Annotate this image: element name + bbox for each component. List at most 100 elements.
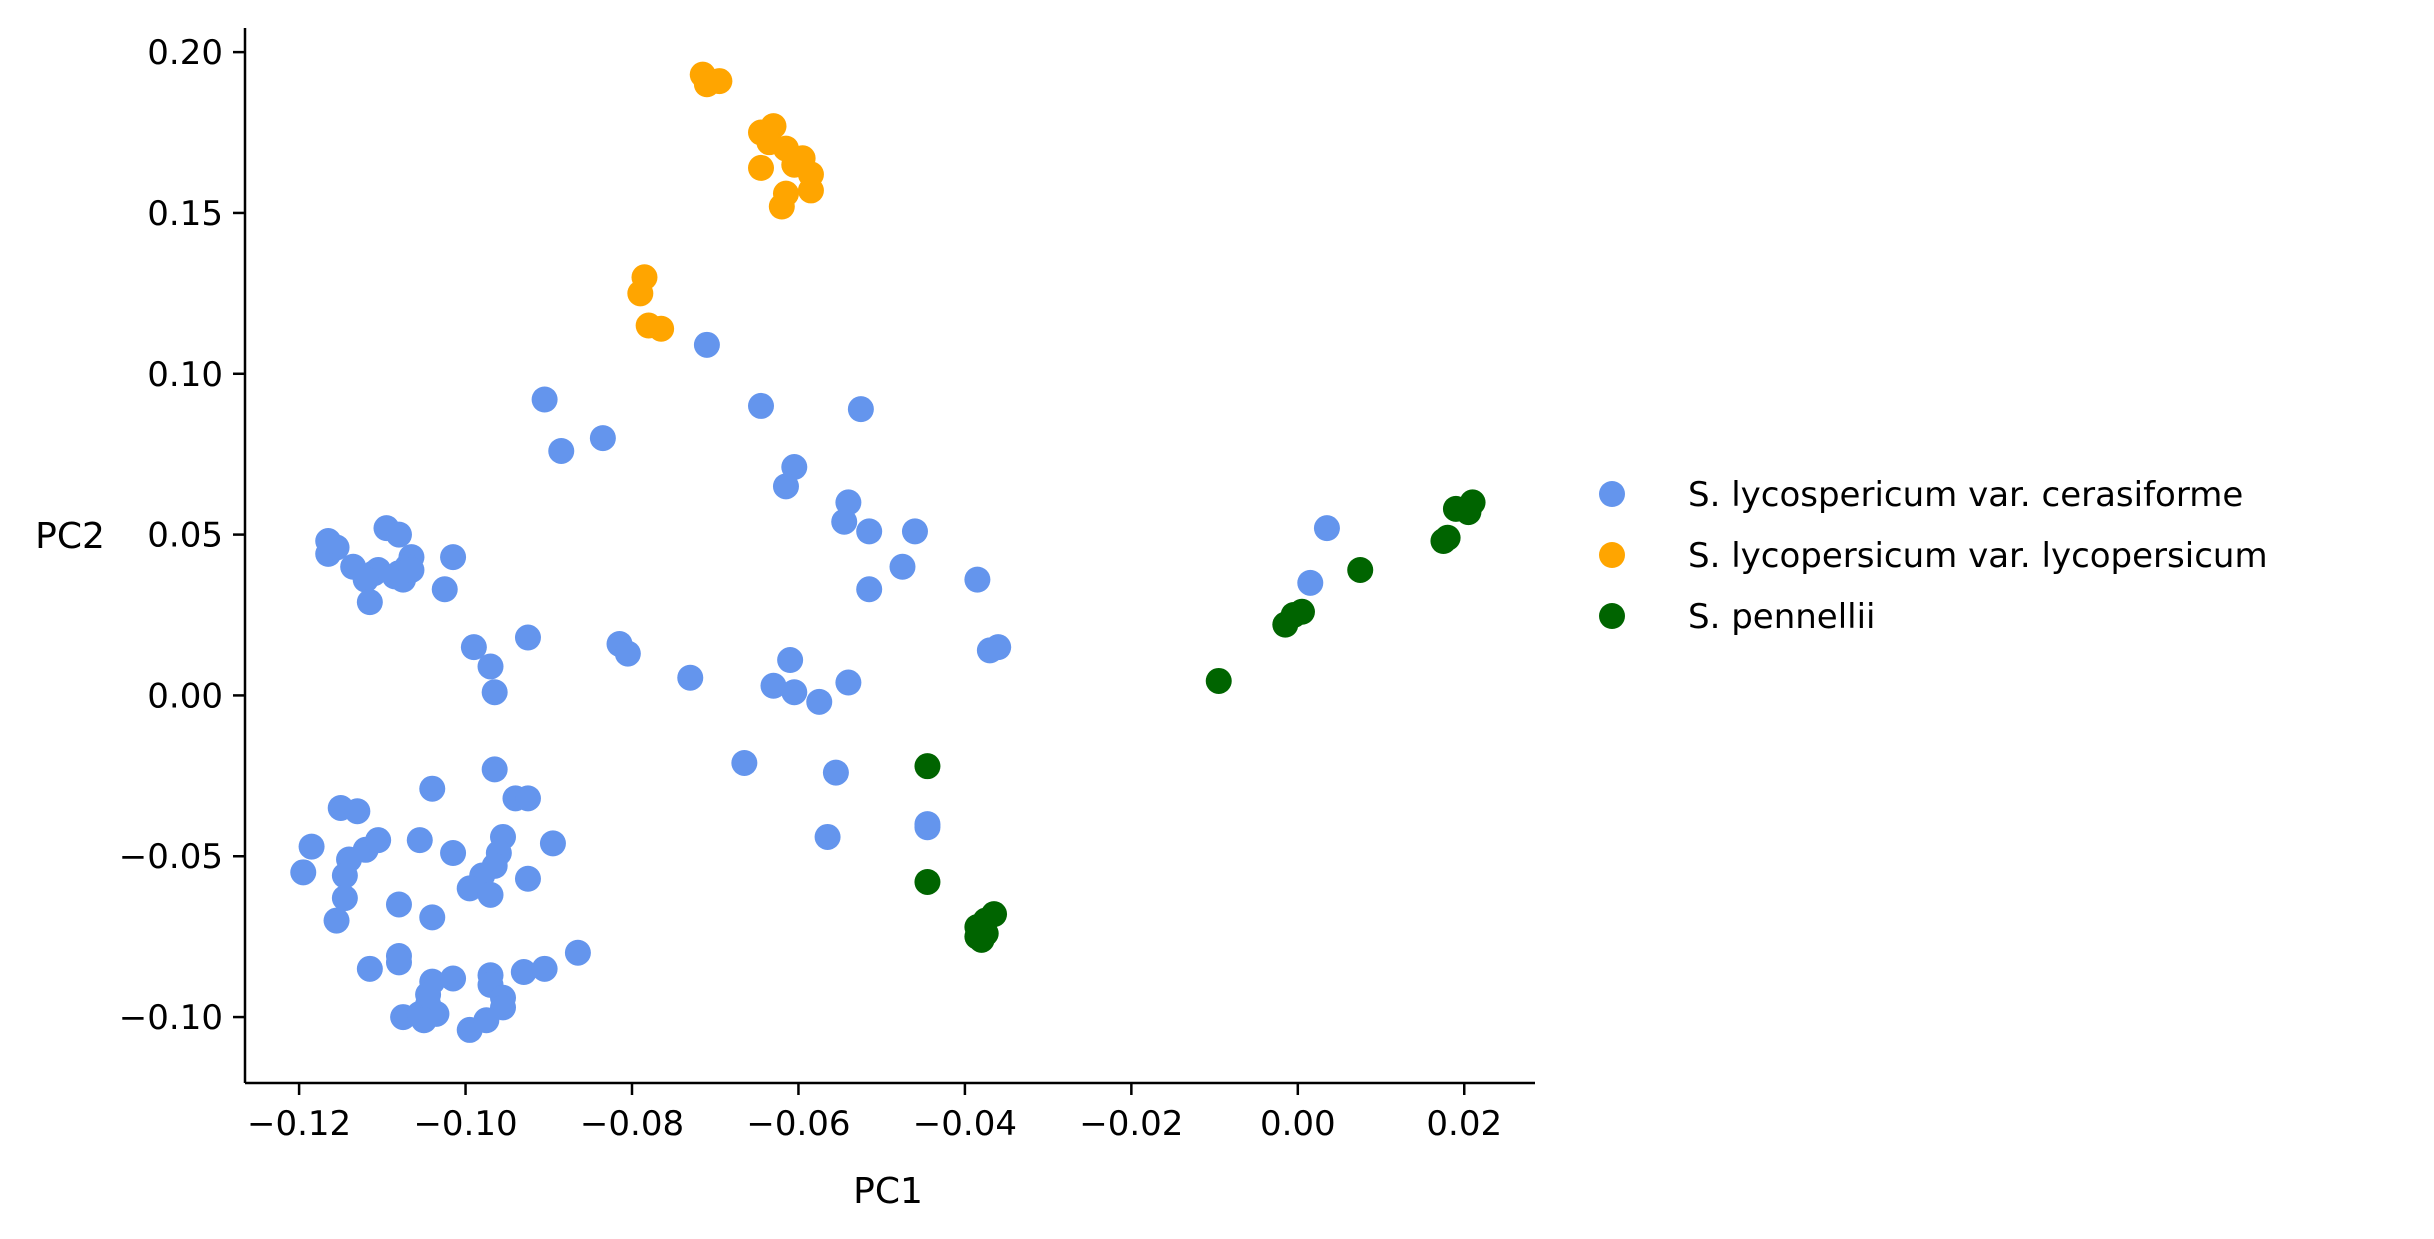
series-0: [290, 331, 1340, 1043]
data-point: [797, 177, 824, 204]
data-point: [331, 862, 358, 889]
data-point: [822, 759, 849, 786]
data-point: [531, 955, 558, 982]
plot-area: [290, 61, 1486, 1043]
legend-label: S. pennellii: [1688, 597, 1876, 637]
data-point: [814, 823, 841, 850]
x-tick-label: 0.02: [1426, 1104, 1502, 1144]
data-point: [1347, 556, 1374, 583]
data-point: [514, 624, 541, 651]
y-tick-label: −0.05: [119, 837, 223, 877]
data-point: [481, 756, 508, 783]
data-point: [398, 556, 425, 583]
legend-marker: [1599, 481, 1625, 507]
x-tick-label: −0.06: [746, 1104, 850, 1144]
data-point: [365, 827, 392, 854]
data-point: [772, 473, 799, 500]
data-point: [777, 647, 804, 674]
data-point: [901, 518, 928, 545]
data-point: [968, 926, 995, 953]
data-point: [406, 827, 433, 854]
y-tick-label: 0.05: [147, 516, 223, 556]
x-tick-label: −0.02: [1079, 1104, 1183, 1144]
data-point: [419, 775, 446, 802]
data-point: [356, 955, 383, 982]
x-tick-label: −0.10: [413, 1104, 517, 1144]
data-point: [835, 489, 862, 516]
data-point: [693, 331, 720, 358]
x-tick-label: −0.12: [247, 1104, 351, 1144]
data-point: [477, 881, 504, 908]
data-point: [914, 753, 941, 780]
data-point: [1205, 667, 1232, 694]
data-point: [748, 154, 774, 181]
data-point: [564, 939, 591, 966]
data-point: [385, 949, 412, 976]
data-point: [589, 425, 616, 452]
data-point: [415, 981, 442, 1008]
y-tick-label: 0.20: [147, 33, 223, 73]
y-tick-label: 0.00: [147, 676, 223, 716]
data-point: [768, 193, 795, 220]
data-point: [706, 68, 733, 95]
data-point: [531, 386, 558, 413]
data-point: [352, 566, 379, 593]
data-point: [1434, 524, 1461, 551]
data-point: [748, 392, 774, 419]
data-point: [298, 833, 325, 860]
y-tick-label: 0.15: [147, 194, 223, 234]
y-tick-label: 0.10: [147, 355, 223, 395]
x-tick-label: −0.04: [913, 1104, 1017, 1144]
data-point: [344, 798, 371, 825]
data-point: [1455, 499, 1482, 526]
data-point: [510, 959, 537, 986]
x-tick-label: 0.00: [1260, 1104, 1336, 1144]
data-point: [831, 508, 858, 535]
x-axis-label: PC1: [853, 1171, 923, 1212]
data-point: [856, 518, 883, 545]
data-point: [456, 875, 483, 902]
legend-marker: [1599, 603, 1625, 629]
data-point: [627, 280, 654, 307]
data-point: [440, 965, 467, 992]
data-point: [460, 634, 487, 661]
data-point: [781, 679, 808, 706]
data-point: [648, 315, 675, 342]
data-point: [290, 859, 317, 886]
data-point: [514, 865, 541, 892]
data-point: [323, 907, 350, 934]
data-point: [985, 634, 1012, 661]
legend-marker: [1599, 542, 1625, 568]
data-point: [914, 814, 941, 841]
legend: S. lycospericum var. cerasiforme S. lycop…: [1599, 475, 2268, 637]
data-point: [385, 521, 412, 548]
data-point: [835, 669, 862, 696]
data-point: [1288, 598, 1315, 625]
y-axis-label: PC2: [35, 516, 105, 557]
x-tick-label: −0.08: [580, 1104, 684, 1144]
data-point: [440, 840, 467, 867]
data-point: [760, 672, 787, 699]
data-point: [385, 891, 412, 918]
data-point: [514, 785, 541, 812]
data-point: [477, 653, 504, 680]
data-point: [1297, 569, 1324, 596]
series-2: [914, 489, 1486, 953]
data-point: [806, 688, 833, 715]
data-point: [539, 830, 566, 857]
data-point: [356, 589, 383, 616]
data-point: [614, 640, 641, 667]
data-point: [419, 904, 446, 931]
data-point: [1313, 515, 1340, 542]
data-point: [431, 576, 458, 603]
data-point: [856, 576, 883, 603]
data-point: [440, 544, 467, 571]
data-point: [981, 901, 1008, 928]
data-point: [473, 1007, 500, 1034]
y-tick-label: −0.10: [119, 998, 223, 1038]
data-point: [410, 1007, 437, 1034]
data-point: [315, 528, 342, 555]
data-point: [481, 679, 508, 706]
